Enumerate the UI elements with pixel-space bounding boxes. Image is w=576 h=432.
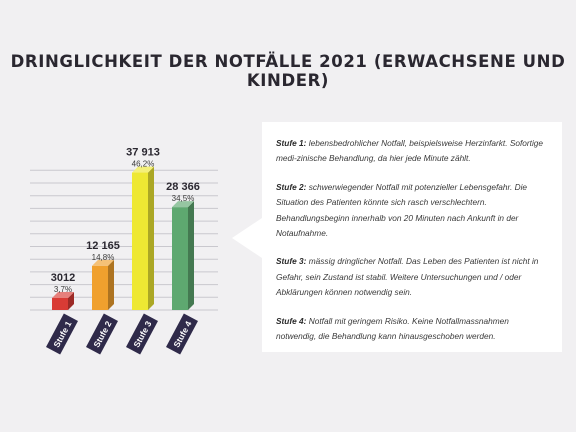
info-box-pointer <box>232 218 262 258</box>
bar-top <box>92 259 114 266</box>
legend-item-text: schwerwiegender Notfall mit potenzieller… <box>276 181 528 239</box>
legend-item-label: Stufe 3: <box>276 256 307 267</box>
legend-item-text: lebensbedrohlicher Notfall, beispielswei… <box>276 138 544 164</box>
percent-label: 3,7% <box>54 285 72 294</box>
legend-item-stufe-2: Stufe 2: schwerwiegender Notfall mit pot… <box>276 180 550 242</box>
info-box: Stufe 1: lebensbedrohlicher Notfall, bei… <box>262 122 562 352</box>
category-tag-bg <box>126 313 158 355</box>
legend-item-text: mässig dringlicher Notfall. Das Leben de… <box>276 256 539 298</box>
legend-item-stufe-1: Stufe 1: lebensbedrohlicher Notfall, bei… <box>276 136 550 167</box>
bar-side <box>188 201 194 310</box>
bar <box>132 172 148 310</box>
bar-side <box>108 259 114 310</box>
data-label: 12 165 <box>86 240 120 252</box>
percent-label: 14,8% <box>92 253 115 262</box>
bar-top <box>132 166 154 173</box>
bar <box>52 298 68 310</box>
bar-side <box>148 166 154 310</box>
chart-title: DRINGLICHKEIT DER NOTFÄLLE 2021 (ERWACHS… <box>10 52 566 90</box>
legend-item-label: Stufe 1: <box>276 138 307 148</box>
legend-item-stufe-3: Stufe 3: mässig dringlicher Notfall. Das… <box>276 254 550 300</box>
bar-top <box>52 292 74 298</box>
legend-item-text: Notfall mit geringem Risiko. Keine Notfa… <box>276 315 509 342</box>
category-tag-bg <box>46 313 78 355</box>
percent-label: 46,2% <box>132 160 155 169</box>
data-label: 37 913 <box>126 147 160 159</box>
category-tag-bg <box>86 313 118 355</box>
legend-item-label: Stufe 4: <box>276 315 307 326</box>
bar-top <box>172 201 194 208</box>
legend-item-stufe-4: Stufe 4: Notfall mit geringem Risiko. Ke… <box>276 314 550 345</box>
category-tag: Stufe 1 <box>46 313 78 355</box>
bar <box>92 265 108 310</box>
data-label: 3012 <box>51 272 75 284</box>
category-tag: Stufe 3 <box>126 313 158 355</box>
bar <box>172 207 188 310</box>
category-tag: Stufe 2 <box>86 313 118 355</box>
percent-label: 34,5% <box>172 194 195 203</box>
data-label: 28 366 <box>166 181 200 193</box>
category-tag: Stufe 4 <box>166 313 198 355</box>
legend-item-label: Stufe 2: <box>276 181 307 192</box>
category-tag-bg <box>166 313 198 355</box>
